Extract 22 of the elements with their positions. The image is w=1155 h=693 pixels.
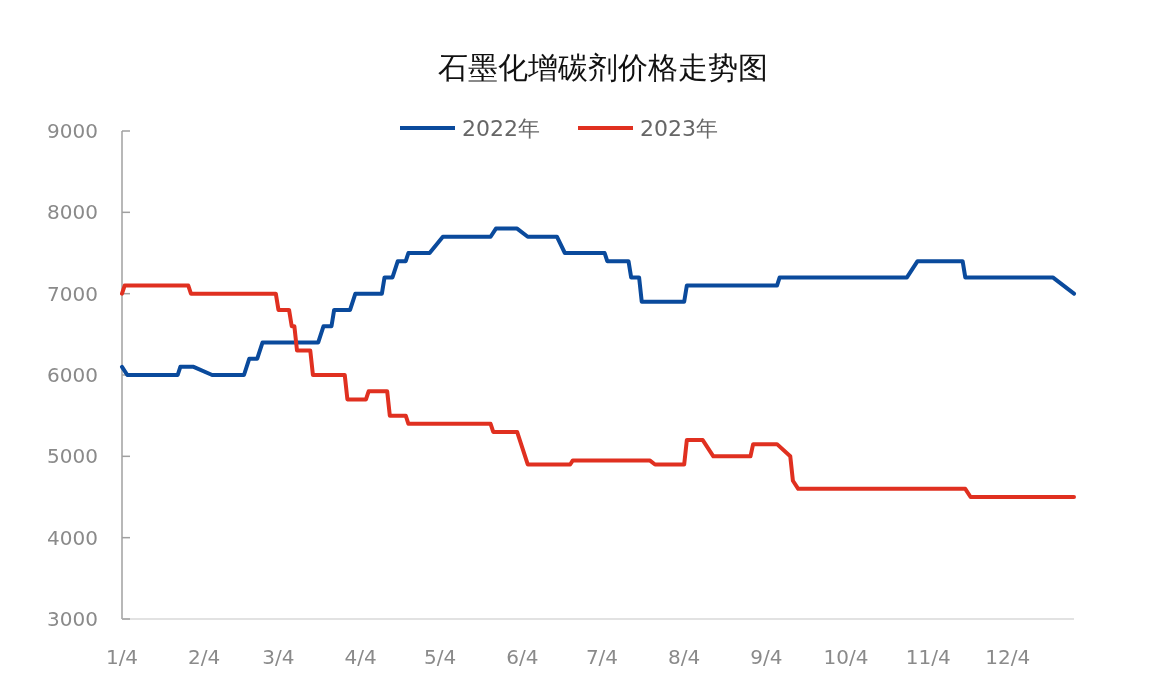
y-tick-label: 8000 (47, 200, 98, 225)
x-tick-label: 10/4 (823, 645, 869, 669)
x-tick-label: 12/4 (985, 645, 1031, 669)
y-tick-label: 9000 (47, 119, 98, 143)
x-tick-label: 5/4 (424, 645, 457, 669)
y-tick-label: 4000 (47, 525, 98, 550)
x-tick-label: 1/4 (105, 645, 139, 669)
x-tick-label: 3/4 (262, 645, 295, 669)
x-tick-label: 7/4 (585, 645, 619, 669)
x-tick-label: 11/4 (905, 645, 951, 669)
y-tick-label: 3000 (47, 607, 98, 631)
y-tick-label: 5000 (47, 444, 98, 469)
legend-label: 2023年 (640, 116, 718, 141)
x-tick-label: 4/4 (344, 645, 377, 669)
x-tick-label: 6/4 (506, 645, 539, 669)
y-tick-label: 7000 (47, 281, 98, 306)
legend-label: 2022年 (462, 116, 540, 141)
y-tick-label: 6000 (47, 363, 98, 387)
title: 石墨化增碳剂价格走势图 (438, 50, 768, 85)
x-tick-label: 8/4 (668, 645, 701, 669)
x-tick-label: 9/4 (750, 645, 783, 669)
x-tick-label: 2/4 (188, 645, 221, 669)
